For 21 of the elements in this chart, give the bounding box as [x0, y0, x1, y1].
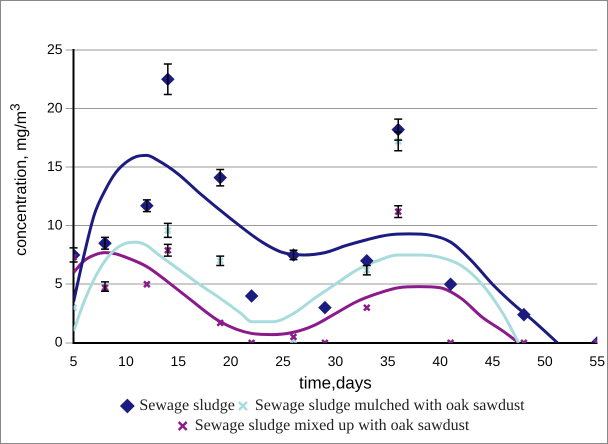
legend-label: Sewage sludge: [139, 397, 235, 414]
legend-label: Sewage sludge mixed up with oak sawdust: [194, 417, 470, 434]
x-tick-label: 25: [275, 353, 292, 370]
x-tick-label: 10: [118, 353, 134, 370]
y-tick-label: 25: [46, 40, 63, 57]
y-tick-label: 20: [46, 99, 63, 116]
x-tick-label: 20: [222, 353, 239, 370]
legend-label: Sewage sludge mulched with oak sawdust: [254, 397, 526, 414]
y-tick-label: 15: [46, 158, 63, 174]
x-tick-label: 50: [537, 353, 553, 370]
y-tick-label: 0: [54, 334, 63, 350]
x-tick-label: 35: [380, 353, 396, 370]
x-tick-label: 40: [432, 353, 448, 370]
x-tick-label: 15: [170, 353, 186, 370]
x-tick-label: 55: [589, 353, 606, 370]
x-tick-label: 30: [328, 353, 344, 370]
y-tick-label: 5: [54, 275, 63, 292]
x-tick-label: 45: [484, 353, 500, 370]
x-axis-title: time,days: [299, 373, 372, 392]
x-tick-label: 5: [70, 353, 78, 370]
y-tick-label: 10: [46, 216, 63, 233]
